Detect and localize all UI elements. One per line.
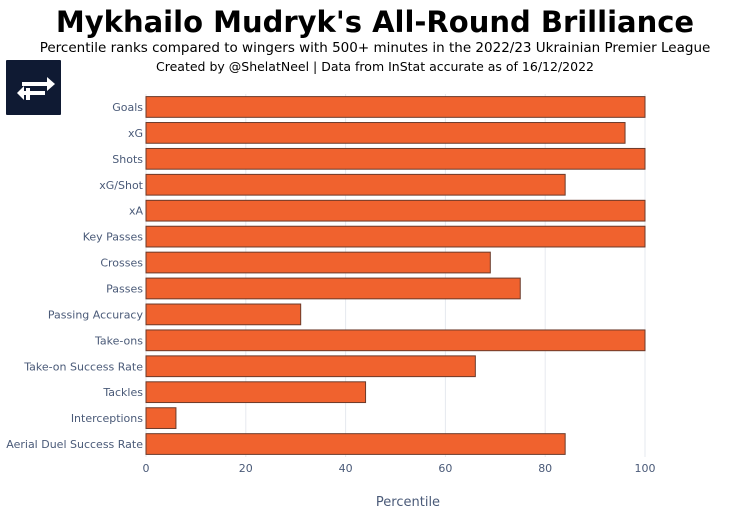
x-tick-label: 40: [339, 462, 353, 475]
bar: [145, 122, 626, 144]
logo: [6, 60, 61, 115]
category-label: Crosses: [100, 257, 143, 270]
category-label: Goals: [112, 101, 143, 114]
bar: [145, 225, 646, 248]
x-tick-labels: 0 20 40 60 80 100: [143, 462, 656, 475]
category-label: Passes: [106, 282, 143, 295]
category-label: Take-ons: [94, 334, 143, 347]
chart-title: Mykhailo Mudryk's All-Round Brilliance: [55, 5, 695, 39]
bar: [145, 96, 646, 118]
bar: [145, 199, 646, 222]
category-labels: Goals xG Shots xG/Shot xA Key Passes Crosses Pa…: [6, 101, 143, 451]
bar: [145, 277, 521, 300]
bar: [145, 251, 491, 274]
category-label: Tackles: [102, 386, 143, 399]
bar: [145, 303, 302, 326]
bar: [145, 329, 646, 352]
category-label: Key Passes: [83, 231, 144, 244]
bar: [145, 147, 646, 170]
bar: [145, 173, 566, 196]
bar: [145, 433, 566, 455]
category-label: xG: [128, 127, 143, 140]
category-label: Interceptions: [71, 412, 143, 425]
x-axis-title: Percentile: [376, 495, 440, 510]
category-label: Aerial Duel Success Rate: [6, 438, 143, 451]
category-label: Shots: [112, 153, 143, 166]
bar: [145, 381, 367, 404]
category-label: xG/Shot: [99, 179, 143, 192]
x-tick-label: 60: [438, 462, 452, 475]
x-tick-label: 100: [635, 462, 656, 475]
category-label: Take-on Success Rate: [23, 360, 143, 373]
x-tick-label: 80: [538, 462, 552, 475]
category-label: Passing Accuracy: [48, 308, 144, 321]
x-tick-label: 20: [239, 462, 253, 475]
chart-subtitle: Percentile ranks compared to wingers wit…: [39, 40, 711, 56]
category-label: xA: [129, 205, 144, 218]
x-tick-label: 0: [143, 462, 150, 475]
bar: [145, 355, 476, 378]
arrows-swap-icon: [17, 77, 55, 100]
bars: [145, 96, 646, 455]
bar: [145, 407, 177, 429]
chart-credit: Created by @ShelatNeel | Data from InSta…: [156, 59, 594, 74]
